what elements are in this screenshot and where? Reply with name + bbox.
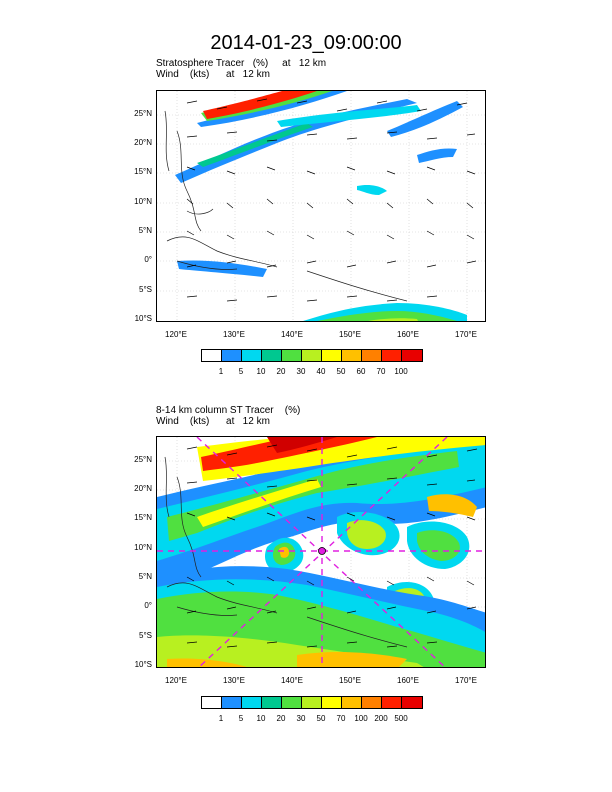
lat-label: 20°N bbox=[134, 484, 152, 493]
lat-label: 10°S bbox=[134, 660, 152, 669]
page-title: 2014-01-23_09:00:00 bbox=[210, 32, 402, 54]
lat-label: 25°N bbox=[134, 455, 152, 464]
colorbar-label: 100 bbox=[394, 367, 408, 376]
colorbar-label: 70 bbox=[376, 367, 386, 376]
lon-label: 160°E bbox=[397, 676, 419, 685]
lon-label: 120°E bbox=[165, 676, 187, 685]
lon-label: 120°E bbox=[165, 330, 187, 339]
colorbar-label: 100 bbox=[354, 714, 368, 723]
lon-label: 170°E bbox=[455, 676, 477, 685]
panel2-title: 8-14 km column ST Tracer (%) bbox=[156, 405, 301, 416]
map-panel-1 bbox=[156, 90, 486, 322]
lon-label: 130°E bbox=[223, 330, 245, 339]
lon-label: 140°E bbox=[281, 330, 303, 339]
lat-label: 10°N bbox=[134, 543, 152, 552]
colorbar-label: 60 bbox=[356, 367, 366, 376]
lat-label: 15°N bbox=[134, 513, 152, 522]
lon-label: 170°E bbox=[455, 330, 477, 339]
colorbar-label: 50 bbox=[316, 714, 326, 723]
lat-label: 0° bbox=[144, 601, 152, 610]
lon-label: 160°E bbox=[397, 330, 419, 339]
colorbar-label: 50 bbox=[336, 367, 346, 376]
colorbar-label: 10 bbox=[256, 367, 266, 376]
colorbar-2 bbox=[201, 696, 423, 709]
colorbar-label: 200 bbox=[374, 714, 388, 723]
colorbar-label: 40 bbox=[316, 367, 326, 376]
colorbar-label: 500 bbox=[394, 714, 408, 723]
colorbar-label: 70 bbox=[336, 714, 346, 723]
colorbar-label: 30 bbox=[296, 714, 306, 723]
panel1-title: Stratosphere Tracer (%) at 12 km bbox=[156, 58, 327, 69]
lat-label: 10°S bbox=[134, 314, 152, 323]
lat-label: 5°N bbox=[138, 572, 152, 581]
colorbar-label: 20 bbox=[276, 714, 286, 723]
lat-label: 0° bbox=[144, 255, 152, 264]
lon-label: 130°E bbox=[223, 676, 245, 685]
lat-label: 5°S bbox=[139, 285, 152, 294]
lat-label: 5°S bbox=[139, 631, 152, 640]
colorbar-label: 20 bbox=[276, 367, 286, 376]
colorbar-label: 10 bbox=[256, 714, 266, 723]
lon-label: 150°E bbox=[339, 330, 361, 339]
colorbar-label: 5 bbox=[238, 714, 244, 723]
panel2-subtitle: Wind (kts) at 12 km bbox=[156, 416, 270, 427]
colorbar-label: 1 bbox=[218, 367, 224, 376]
lat-label: 25°N bbox=[134, 109, 152, 118]
colorbar-label: 1 bbox=[218, 714, 224, 723]
column-st-tracer-map bbox=[157, 437, 485, 667]
lat-label: 15°N bbox=[134, 167, 152, 176]
lat-label: 5°N bbox=[138, 226, 152, 235]
lon-label: 150°E bbox=[339, 676, 361, 685]
panel1-subtitle: Wind (kts) at 12 km bbox=[156, 69, 270, 80]
map-panel-2 bbox=[156, 436, 486, 668]
stratosphere-tracer-map bbox=[157, 91, 485, 321]
lat-label: 10°N bbox=[134, 197, 152, 206]
lon-label: 140°E bbox=[281, 676, 303, 685]
lat-label: 20°N bbox=[134, 138, 152, 147]
colorbar-label: 5 bbox=[238, 367, 244, 376]
colorbar-label: 30 bbox=[296, 367, 306, 376]
colorbar-1 bbox=[201, 349, 423, 362]
